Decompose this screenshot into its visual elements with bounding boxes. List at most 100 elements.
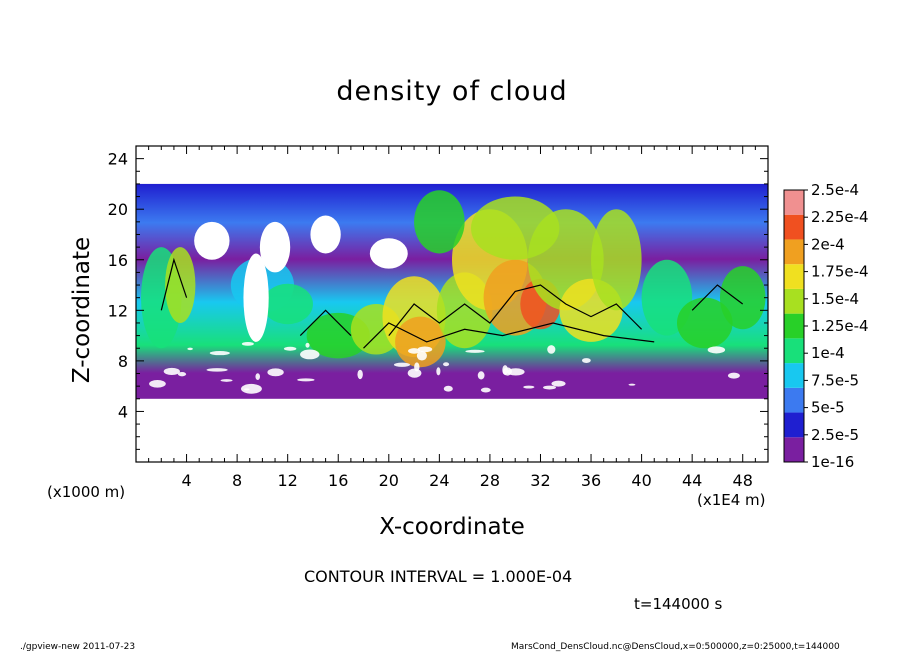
x-tick-label: 20 <box>379 471 399 490</box>
footer-source: MarsCond_DensCloud.nc@DensCloud,x=0:5000… <box>511 642 840 652</box>
colorbar-swatch <box>784 239 804 265</box>
contour-interval-note: CONTOUR INTERVAL = 1.000E-04 <box>304 567 573 586</box>
x-tick-label: 32 <box>530 471 550 490</box>
colorbar-label: 1.5e-4 <box>811 290 859 308</box>
field-region <box>395 316 446 368</box>
clear-patch <box>480 387 491 393</box>
clear-patch <box>465 349 485 353</box>
clear-patch <box>305 342 310 348</box>
field-region <box>719 266 766 330</box>
x-tick-label: 44 <box>682 471 702 490</box>
contour-line <box>160 257 188 311</box>
clear-patch <box>255 373 260 381</box>
clear-patch <box>240 383 262 394</box>
clear-patch <box>259 221 291 273</box>
clear-patch <box>194 221 230 260</box>
clear-patch <box>300 349 320 360</box>
clear-patch <box>443 362 450 367</box>
colorbar-swatch <box>784 288 804 314</box>
colorbar-swatch <box>784 363 804 388</box>
x-tick-label: 4 <box>181 471 191 490</box>
y-tick-label: 4 <box>118 402 128 421</box>
colorbar-label: 7.5e-5 <box>811 371 859 389</box>
clear-patch <box>707 346 726 354</box>
footer-program-date: ./gpview-new 2011-07-23 <box>20 642 136 652</box>
clear-patch <box>283 346 297 351</box>
contour-line <box>691 284 744 311</box>
colorbar-swatch <box>784 313 804 339</box>
x-unit-note-right: (x1E4 m) <box>697 491 766 509</box>
field-region <box>414 190 465 254</box>
contour-line <box>363 322 655 349</box>
y-axis-ticks: 4 8 12 16 20 24 <box>108 150 768 450</box>
clear-patch <box>543 385 557 390</box>
clear-patch <box>244 388 250 391</box>
density-field <box>136 183 768 399</box>
clear-patch <box>581 358 591 363</box>
x-axis-ticks: 4 8 12 16 20 24 28 32 36 40 44 48 <box>148 146 756 490</box>
colorbar-swatch <box>784 338 804 364</box>
y-tick-label: 8 <box>118 352 128 371</box>
colorbar-swatch <box>784 214 804 240</box>
y-tick-label: 20 <box>108 200 128 219</box>
y-tick-label: 12 <box>108 301 128 320</box>
x-tick-label: 16 <box>328 471 348 490</box>
colorbar-label: 2.5e-5 <box>811 426 859 444</box>
colorbar-label: 2.25e-4 <box>811 208 869 226</box>
colorbar-swatch <box>784 264 804 289</box>
field-region <box>165 247 196 323</box>
clear-patch <box>243 253 269 342</box>
clear-patch <box>310 215 341 254</box>
clear-patch <box>187 347 193 351</box>
clear-patch <box>357 369 363 380</box>
clear-patch <box>220 379 233 382</box>
clear-patch <box>163 367 180 376</box>
field-region <box>591 209 642 311</box>
colorbar-swatch <box>784 437 804 462</box>
colorbar-label: 2e-4 <box>811 235 845 253</box>
x-tick-label: 8 <box>232 471 242 490</box>
clear-patch <box>727 372 740 379</box>
colorbar-swatch <box>784 190 804 215</box>
colorbar-label: 5e-5 <box>811 399 845 417</box>
clear-patch <box>407 368 422 378</box>
chart-title: density of cloud <box>336 76 568 107</box>
contour-line <box>388 284 643 336</box>
colorbar-label: 1.25e-4 <box>811 317 869 335</box>
clear-patch <box>209 351 230 356</box>
field-region <box>470 196 560 260</box>
x-tick-label: 40 <box>631 471 651 490</box>
clear-patch <box>408 348 421 354</box>
clear-patch <box>369 238 408 269</box>
clear-patch <box>416 351 427 361</box>
clear-patch <box>436 367 441 376</box>
clear-patch <box>206 368 228 372</box>
clear-patch <box>502 365 508 375</box>
x-tick-label: 12 <box>278 471 298 490</box>
colorbar-swatch <box>784 387 804 413</box>
contour-line <box>299 309 352 337</box>
x-tick-label: 28 <box>480 471 500 490</box>
colorbar-swatch <box>784 412 804 438</box>
clear-patch <box>417 346 433 353</box>
y-tick-label: 16 <box>108 251 128 270</box>
x-tick-label: 48 <box>733 471 753 490</box>
clear-patch <box>547 345 556 354</box>
clear-patch <box>551 380 566 387</box>
colorbar-label: 1e-4 <box>811 344 845 362</box>
x-unit-note: (x1000 m) <box>47 483 126 501</box>
clear-patch <box>506 368 525 376</box>
clear-patch <box>267 368 284 377</box>
clear-patch <box>443 385 453 392</box>
colorbar-label: 1.75e-4 <box>811 263 869 281</box>
colorbar-label: 1e-16 <box>811 453 854 471</box>
clear-patch <box>523 385 535 389</box>
time-label: t=144000 s <box>634 595 723 613</box>
clear-patch <box>477 371 485 380</box>
field-region <box>676 297 733 349</box>
clear-patch <box>297 378 315 382</box>
clear-patch <box>149 380 166 388</box>
field-region <box>262 283 313 325</box>
x-axis-label: X-coordinate <box>379 514 525 540</box>
